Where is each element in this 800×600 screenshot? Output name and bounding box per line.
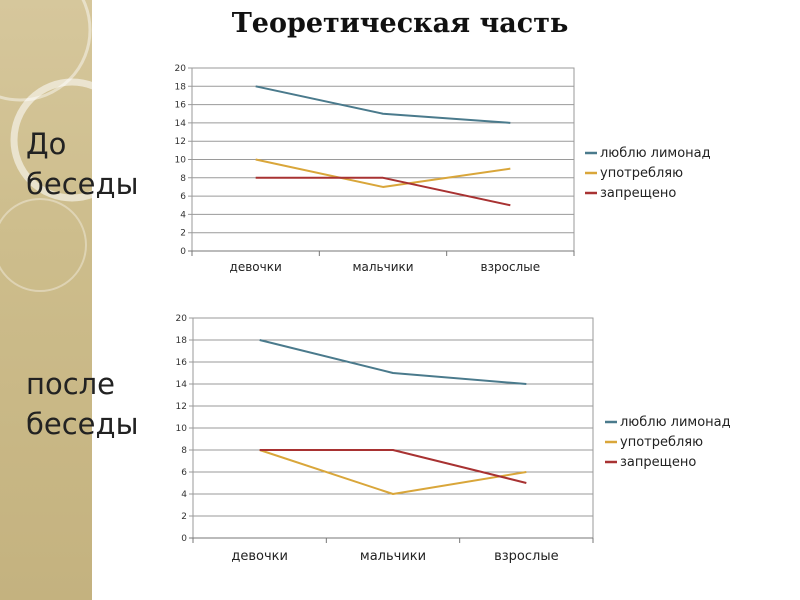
chart2-y-tick-label: 16 <box>176 358 188 368</box>
chart2-x-tick-label: мальчики <box>360 549 426 564</box>
chart2-y-tick-label: 0 <box>181 534 187 544</box>
chart1-y-tick-label: 2 <box>180 229 186 239</box>
chart1-y-tick-label: 10 <box>175 156 187 166</box>
chart1-legend-label: употребляю <box>600 166 683 181</box>
chart1-y-tick-label: 6 <box>180 192 186 202</box>
chart2-series-1-line <box>259 339 527 385</box>
chart2-y-tick-label: 12 <box>176 402 187 412</box>
chart2-series-2-line <box>259 449 527 495</box>
chart1-y-tick-label: 20 <box>175 64 187 74</box>
chart1-series-2-line <box>255 158 511 188</box>
chart2-y-tick-label: 14 <box>176 380 188 390</box>
label-before-line-2: беседы <box>26 167 139 201</box>
chart2-x-tick-label: взрослые <box>494 549 559 564</box>
chart1-y-tick-label: 0 <box>180 247 186 257</box>
chart1-x-tick-label: взрослые <box>481 260 541 274</box>
label-before-line-1: До <box>26 127 67 161</box>
chart1-y-tick-label: 8 <box>180 174 186 184</box>
chart2-x-tick-label: девочки <box>231 549 288 564</box>
chart1-legend-label: люблю лимонад <box>600 146 711 161</box>
chart2-y-tick-label: 2 <box>181 512 187 522</box>
label-after-line-2: беседы <box>26 407 139 441</box>
chart1-y-tick-label: 12 <box>175 137 186 147</box>
chart2-y-tick-label: 18 <box>176 336 188 346</box>
label-before-talk: До беседы <box>26 124 166 204</box>
chart1-x-tick-label: мальчики <box>352 260 413 274</box>
decorative-circles <box>0 0 134 292</box>
chart1-series-3-line <box>255 176 511 207</box>
chart2-series-3-line <box>259 449 527 484</box>
chart2-y-tick-label: 10 <box>176 424 188 434</box>
chart1-x-tick-label: девочки <box>230 260 282 274</box>
chart2-y-tick-label: 4 <box>181 490 187 500</box>
chart1-y-tick-label: 18 <box>175 82 187 92</box>
label-after-line-1: после <box>26 367 116 401</box>
chart1-y-tick-label: 16 <box>175 101 187 111</box>
chart1-y-tick-label: 4 <box>180 210 186 220</box>
chart1-legend-label: запрещено <box>600 186 676 201</box>
label-after-talk: после беседы <box>26 364 166 444</box>
chart2-y-tick-label: 20 <box>176 314 188 324</box>
chart2-legend-label: запрещено <box>620 455 696 470</box>
side-decoration-band <box>0 0 92 600</box>
chart1-series-1-line <box>255 85 511 124</box>
chart2-y-tick-label: 8 <box>181 446 187 456</box>
chart2-legend-label: люблю лимонад <box>620 415 731 430</box>
chart2-legend-label: употребляю <box>620 435 703 450</box>
chart1-y-tick-label: 14 <box>175 119 187 129</box>
slide-title: Теоретическая часть <box>231 8 569 39</box>
chart2-y-tick-label: 6 <box>181 468 187 478</box>
